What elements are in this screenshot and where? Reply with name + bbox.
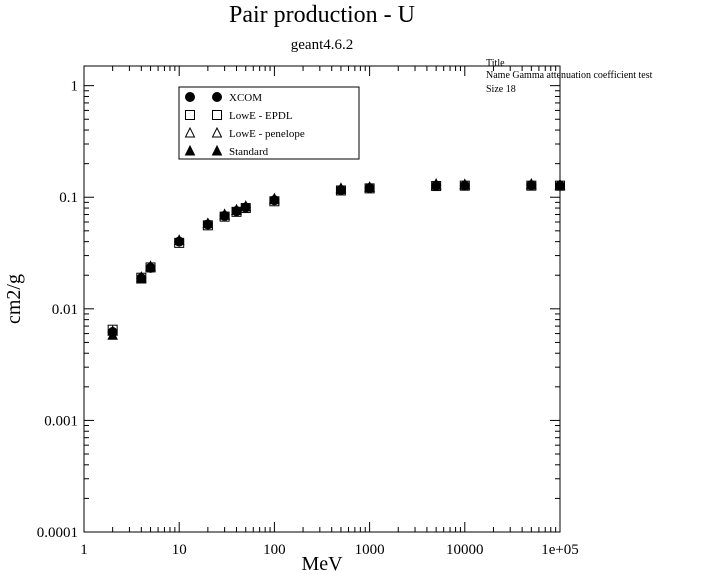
data-point-series-3 — [107, 329, 118, 340]
x-tick-label: 10000 — [446, 542, 484, 558]
chart-title: Pair production - U — [229, 2, 415, 28]
x-tick-label: 10 — [172, 542, 187, 558]
legend-marker-series-0 — [185, 92, 195, 102]
data-point-series-3 — [364, 181, 375, 192]
info-size: Size 18 — [486, 84, 516, 95]
x-tick-label: 100 — [263, 542, 286, 558]
legend-label: LowE - EPDL — [229, 110, 293, 122]
y-tick-label: 0.1 — [59, 190, 78, 206]
legend-box — [178, 86, 360, 160]
data-point-series-3 — [231, 203, 242, 215]
x-axis-label: MeV — [301, 553, 343, 574]
legend-label: LowE - penelope — [229, 128, 305, 140]
data-point-series-3 — [269, 192, 280, 204]
y-axis-label: cm2/g — [3, 274, 25, 324]
x-tick-label: 1e+05 — [541, 542, 579, 558]
info-title: Title — [486, 58, 505, 69]
y-tick-label: 0.01 — [52, 302, 78, 318]
data-point-series-3 — [219, 208, 230, 220]
data-point-series-3 — [526, 178, 537, 189]
legend-marker-series-1 — [212, 110, 222, 120]
data-point-series-3 — [136, 272, 147, 284]
legend-marker-series-3 — [184, 144, 196, 156]
data-point-series-3 — [202, 217, 214, 229]
plot-frame — [83, 65, 561, 533]
chart-subtitle: geant4.6.2 — [291, 37, 353, 53]
data-points — [107, 178, 566, 340]
legend-marker-series-3 — [211, 144, 223, 156]
data-point-series-3 — [173, 234, 185, 245]
legend: XCOM LowE - EPDL LowE - penelope Standard — [178, 86, 360, 160]
x-axis: 1 10 100 1000 10000 1e+05 — [80, 66, 579, 558]
data-point-series-3 — [430, 178, 442, 189]
data-point-series-3 — [554, 178, 566, 190]
y-tick-label: 0.001 — [44, 413, 78, 429]
legend-marker-series-2 — [184, 126, 196, 138]
data-point-series-3 — [335, 182, 347, 193]
y-tick-label: 1 — [71, 79, 79, 95]
x-tick-label: 1 — [80, 542, 88, 558]
data-point-series-3 — [240, 200, 252, 211]
legend-marker-series-0 — [212, 92, 222, 102]
y-tick-label: 0.0001 — [37, 525, 78, 541]
info-box: Title Name Gamma attenuation coefficient… — [486, 58, 653, 95]
legend-marker-series-1 — [185, 110, 195, 120]
legend-label: XCOM — [229, 92, 262, 104]
data-point-series-3 — [145, 260, 156, 271]
x-tick-label: 1000 — [355, 542, 385, 558]
legend-label: Standard — [229, 146, 269, 158]
info-name: Name Gamma attenuation coefficient test — [486, 70, 653, 81]
data-point-series-3 — [459, 178, 471, 190]
y-axis: 0.0001 0.001 0.01 0.1 1 — [37, 79, 560, 541]
legend-marker-series-2 — [211, 126, 223, 138]
